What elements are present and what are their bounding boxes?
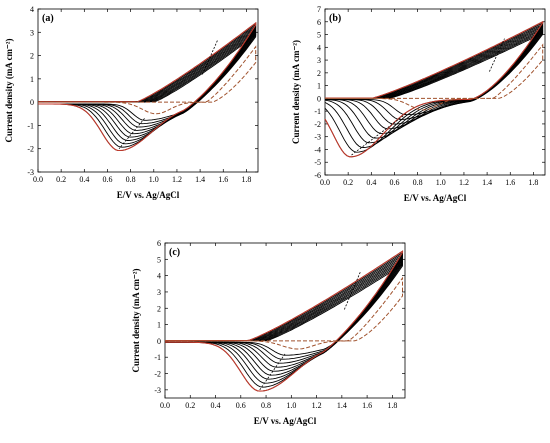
x-axis-label: E/V vs. Ag/AgCl xyxy=(117,190,180,200)
panel-a: 0.0 0.2 0.4 0.6 0.8 1.0 1.2 1.4 1.6 1.8 -3 -2 -1 0 1 2 3… xyxy=(4,5,259,200)
x-tick-label: 1.0 xyxy=(286,401,296,410)
cv-cycle-curve xyxy=(325,32,544,116)
x-tick-label: 1.2 xyxy=(172,175,182,184)
y-tick-label: -1 xyxy=(27,121,34,130)
y-tick-label: -2 xyxy=(27,145,34,154)
x-tick-label: 0.2 xyxy=(343,178,353,187)
y-tick-label: 5 xyxy=(317,31,321,40)
y-axis-label: Current density (mA cm⁻²) xyxy=(4,38,14,142)
y-tick-label: 0 xyxy=(30,98,34,107)
x-axis-label: E/V vs. Ag/AgCl xyxy=(254,416,317,426)
y-tick-label: 4 xyxy=(157,272,161,281)
first-scan-curve xyxy=(38,45,257,115)
cv-cycle-curve xyxy=(165,253,403,384)
y-tick-label: -2 xyxy=(314,120,321,129)
plot-frame xyxy=(324,8,546,176)
x-tick-label: 0.8 xyxy=(261,401,271,410)
x-tick-label: 1.0 xyxy=(149,175,159,184)
y-tick-label: 3 xyxy=(317,56,321,65)
panel-b: 0.0 0.2 0.4 0.6 0.8 1.0 1.2 1.4 1.6 1.8 -6 -5 -4 -3 -2… xyxy=(291,5,546,203)
x-tick-label: 0.4 xyxy=(366,178,376,187)
x-tick-label: 1.6 xyxy=(218,175,228,184)
x-tick-label: 1.8 xyxy=(241,175,251,184)
panel-label: (c) xyxy=(169,247,180,258)
y-axis-label: Current density (mA cm⁻²) xyxy=(291,40,301,144)
x-tick-label: 1.0 xyxy=(436,178,446,187)
y-tick-label: -3 xyxy=(154,386,161,395)
panel-label: (a) xyxy=(42,13,54,24)
y-tick-label: -6 xyxy=(314,171,321,180)
first-scan-curve xyxy=(325,43,544,111)
y-tick-label: 1 xyxy=(317,82,321,91)
plot-frame xyxy=(37,8,259,173)
cv-cycle-curve xyxy=(38,28,257,135)
x-tick-label: 0.8 xyxy=(413,178,423,187)
x-tick-label: 1.2 xyxy=(459,178,469,187)
x-tick-label: 0.2 xyxy=(56,175,66,184)
x-tick-label: 1.6 xyxy=(362,401,372,410)
y-tick-label: 2 xyxy=(157,304,161,313)
y-tick-label: 0 xyxy=(157,337,161,346)
y-tick-label: -4 xyxy=(314,145,321,154)
cv-envelope-curve xyxy=(324,20,544,158)
y-tick-label: -1 xyxy=(314,107,321,116)
y-tick-label: 6 xyxy=(157,239,161,248)
y-tick-label: 2 xyxy=(317,69,321,78)
y-tick-label: -2 xyxy=(154,370,161,379)
y-tick-label: 5 xyxy=(157,255,161,264)
x-axis-label: E/V vs. Ag/AgCl xyxy=(404,193,467,203)
y-tick-label: 2 xyxy=(30,52,34,61)
y-tick-label: 4 xyxy=(30,5,34,14)
cv-cycle-curve xyxy=(38,27,257,138)
x-tick-label: 1.4 xyxy=(195,175,205,184)
cv-cycle-curve xyxy=(38,31,257,128)
x-tick-label: 0.6 xyxy=(102,175,112,184)
y-tick-label: -5 xyxy=(314,158,321,167)
y-tick-label: 6 xyxy=(317,18,321,27)
anodic-growth-arrow xyxy=(202,40,218,75)
y-tick-label: 1 xyxy=(157,321,161,330)
x-tick-label: 1.4 xyxy=(337,401,347,410)
y-tick-label: 4 xyxy=(317,43,321,52)
x-tick-label: 0.6 xyxy=(236,401,246,410)
y-tick-label: -3 xyxy=(314,133,321,142)
x-tick-label: 1.2 xyxy=(312,401,322,410)
plot-frame xyxy=(164,242,406,399)
y-tick-label: 1 xyxy=(30,75,34,84)
first-scan-curve xyxy=(165,276,403,350)
x-tick-label: 0.0 xyxy=(320,178,330,187)
y-tick-label: -1 xyxy=(154,353,161,362)
y-tick-label: 0 xyxy=(317,94,321,103)
cv-cycle-curve xyxy=(38,29,257,131)
x-tick-label: 0.0 xyxy=(160,401,170,410)
x-tick-label: 1.6 xyxy=(505,178,515,187)
x-tick-label: 0.4 xyxy=(211,401,221,410)
y-axis-label: Current density (mA cm⁻²) xyxy=(131,268,141,372)
y-tick-label: 3 xyxy=(157,288,161,297)
panel-c: 0.0 0.2 0.4 0.6 0.8 1.0 1.2 1.4 1.6 1.8 -3 -2 -1 0 1 2 3… xyxy=(131,239,406,426)
y-tick-label: 3 xyxy=(30,28,34,37)
anodic-growth-arrow xyxy=(489,38,505,72)
x-tick-label: 1.4 xyxy=(482,178,492,187)
x-tick-label: 0.6 xyxy=(389,178,399,187)
x-tick-label: 0.0 xyxy=(33,175,43,184)
y-tick-label: -3 xyxy=(27,168,34,177)
cathodic-growth-arrow xyxy=(118,118,145,149)
x-tick-label: 0.2 xyxy=(185,401,195,410)
x-tick-label: 1.8 xyxy=(387,401,397,410)
y-tick-label: 7 xyxy=(317,5,321,14)
cathodic-growth-arrow xyxy=(259,353,286,391)
x-tick-label: 1.8 xyxy=(528,178,538,187)
cathodic-growth-arrow xyxy=(350,113,407,157)
panel-label: (b) xyxy=(329,13,341,24)
x-tick-label: 0.8 xyxy=(126,175,136,184)
x-tick-label: 0.4 xyxy=(79,175,89,184)
